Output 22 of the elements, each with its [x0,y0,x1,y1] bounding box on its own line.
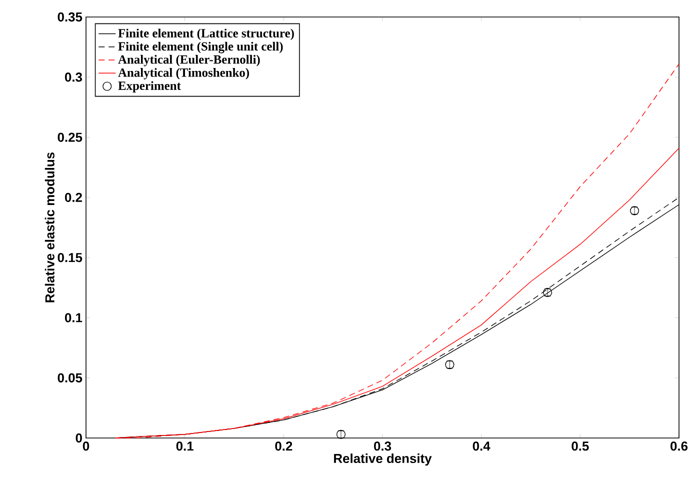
legend-label: Finite element (Single unit cell) [118,42,283,54]
x-tick-label: 0.1 [176,442,194,451]
y-tick-label: 0.25 [58,132,82,142]
y-tick-label: 0.35 [58,12,82,22]
y-tick-label: 0 [76,433,82,443]
y-tick-label: 0.3 [64,72,82,82]
y-tick-label: 0.2 [64,192,82,202]
x-tick-label: 0.3 [374,442,392,451]
y-tick-label: 0.15 [58,252,82,262]
x-tick-label: 0.6 [670,442,688,451]
legend-label: Finite element (Lattice structure) [118,28,294,40]
legend-label: Analytical (Timoshenko) [118,68,250,80]
y-tick-label: 0.05 [58,373,82,382]
x-tick-label: 0.5 [572,442,589,451]
y-tick-label: 0.1 [64,313,82,322]
x-tick-label: 0.2 [275,442,292,451]
legend-label: Analytical (Euler-Bernolli) [118,54,260,66]
x-axis-title: Relative density [334,454,432,466]
x-tick-label: 0 [82,442,90,451]
legend-label: Experiment [118,81,181,92]
y-axis-title: Relative elastic modulus [44,152,54,302]
x-tick-label: 0.4 [472,442,490,451]
